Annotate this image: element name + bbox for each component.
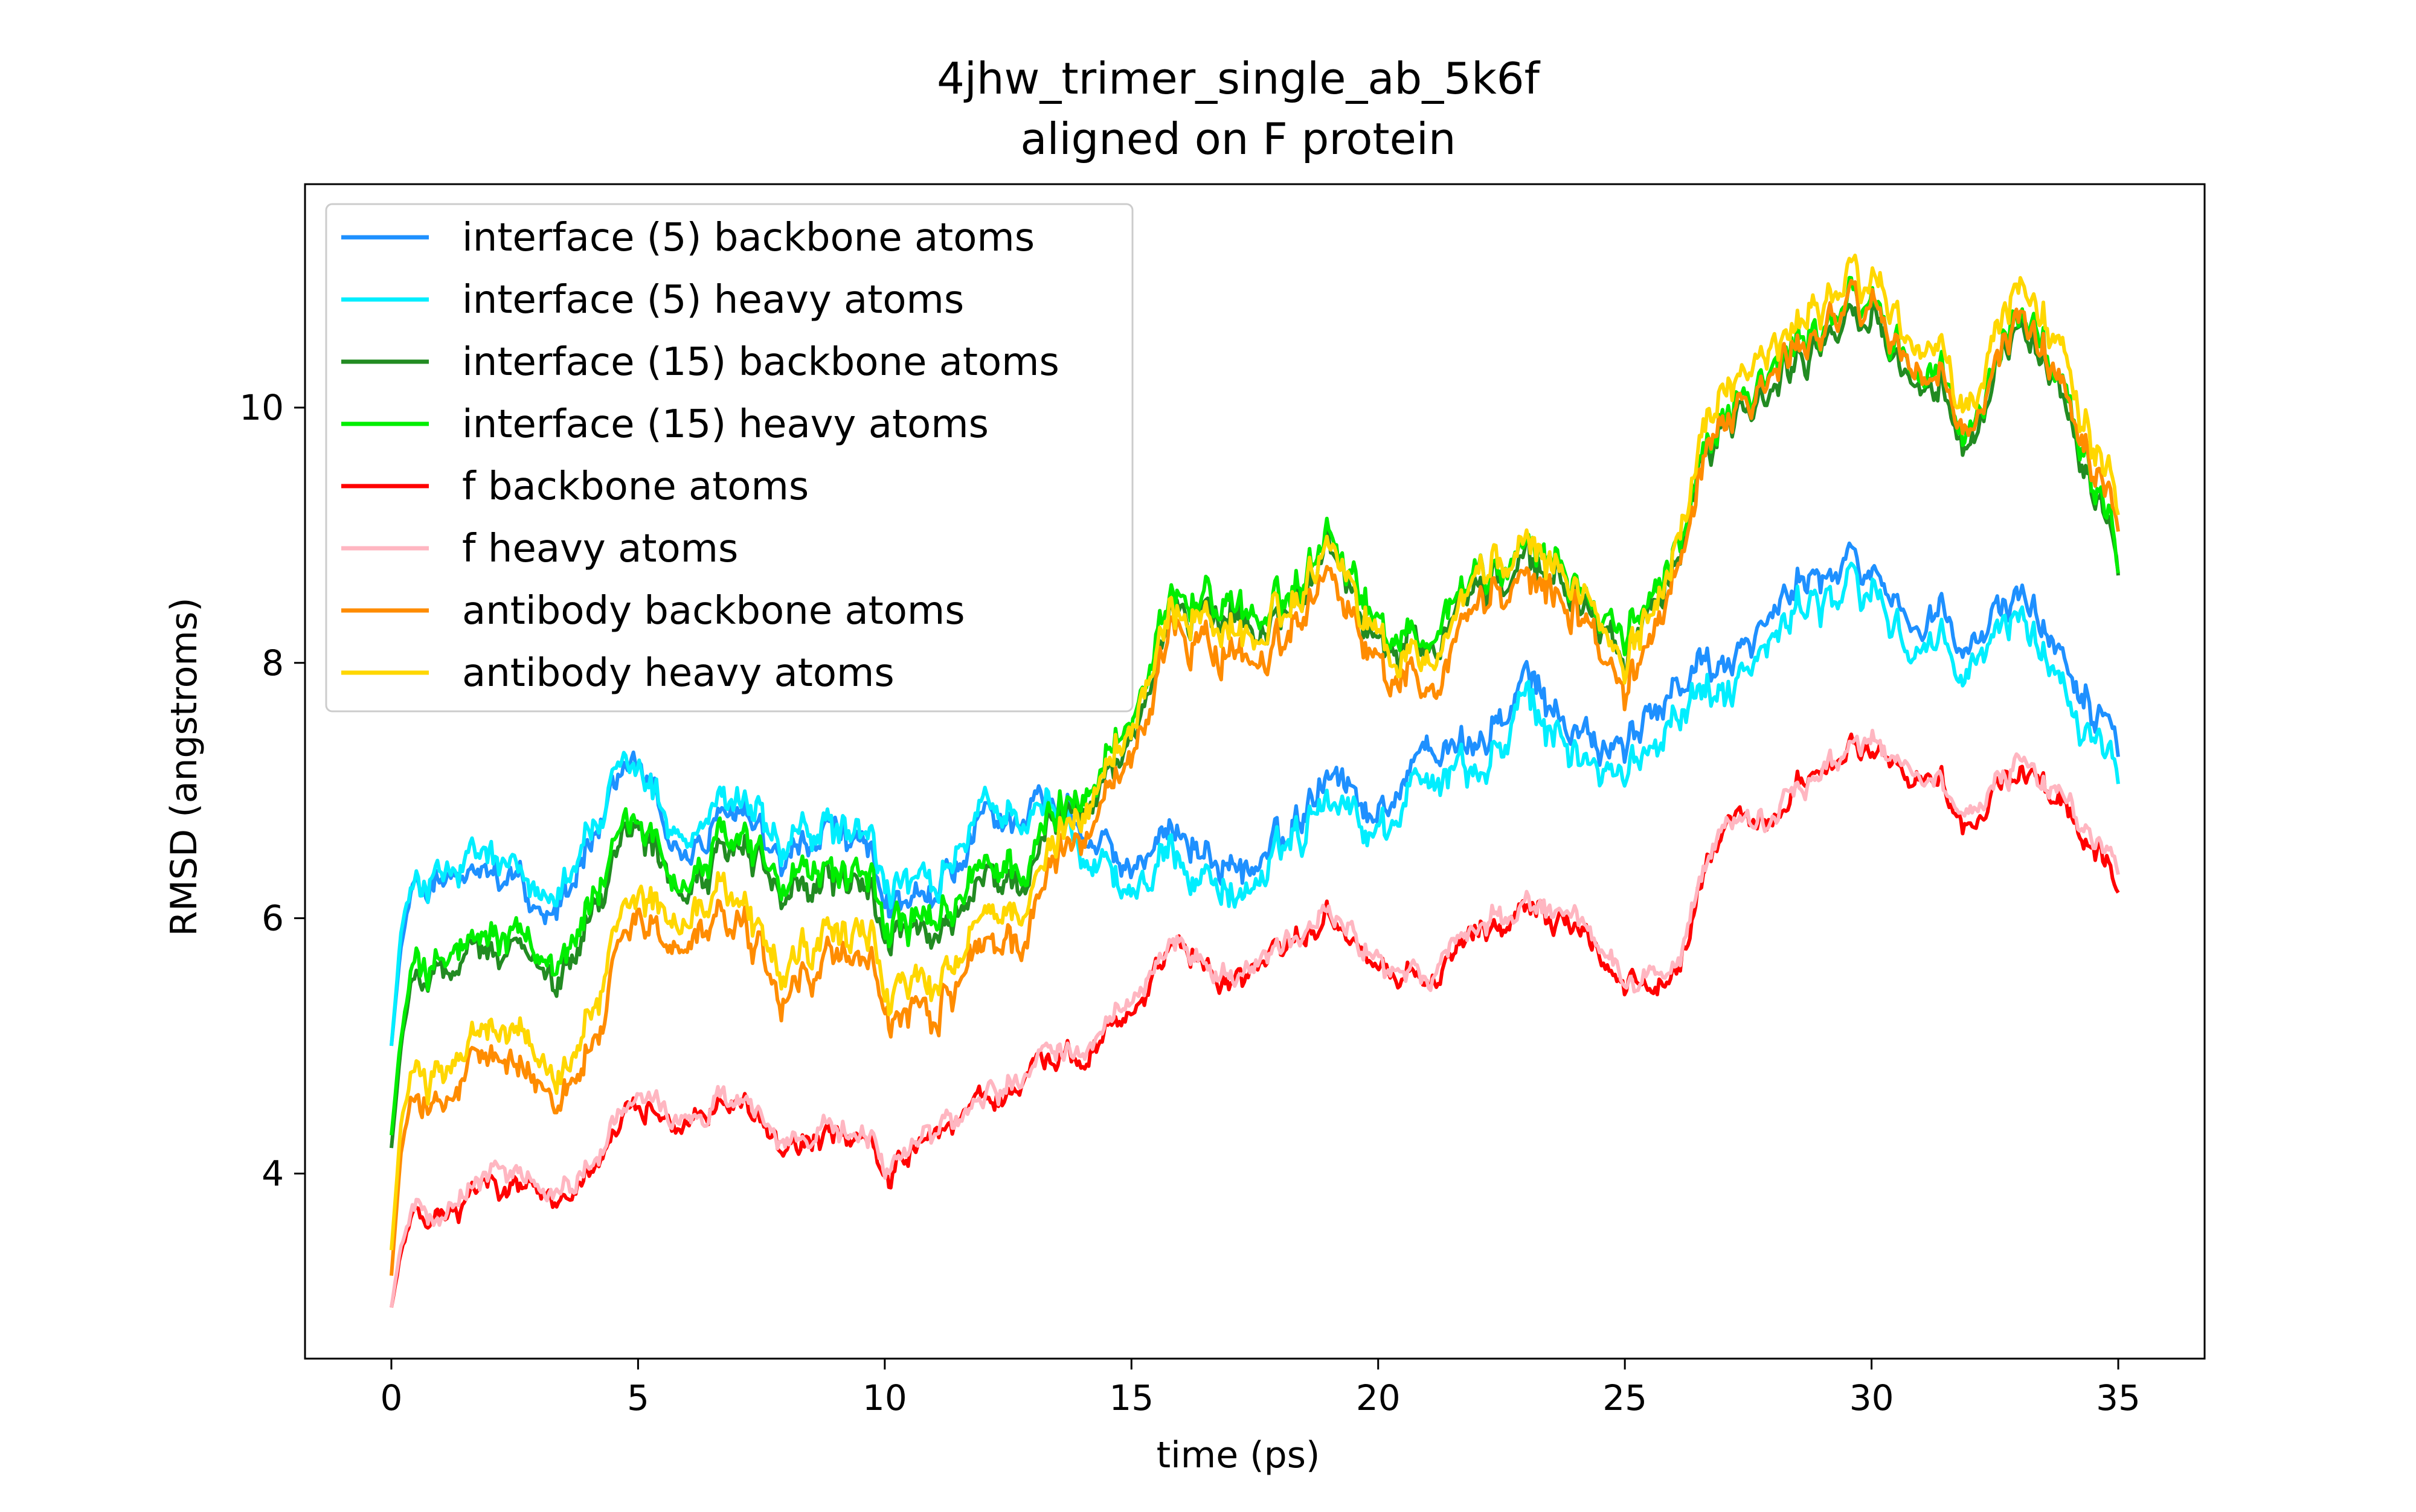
- x-tick-label-3: 15: [1109, 1377, 1154, 1418]
- legend: interface (5) backbone atoms interface (5…: [325, 203, 1134, 713]
- x-tick-label-6: 30: [1849, 1377, 1894, 1418]
- axes-layer: 0 5 10 15 20 25 30 35 4 6 8 10: [239, 183, 2206, 1418]
- y-tick-label-2: 8: [262, 642, 284, 684]
- x-tick-label-5: 25: [1602, 1377, 1647, 1418]
- series-line-2: [390, 562, 2120, 1046]
- legend-label-8: antibody heavy atoms: [462, 651, 895, 696]
- legend-label-1: interface (5) backbone atoms: [462, 216, 1035, 260]
- legend-label-3: interface (15) backbone atoms: [462, 340, 1059, 385]
- x-axis-label: time (ps): [1157, 1434, 1320, 1476]
- series-layer: [390, 254, 2120, 1308]
- y-tick-label-3: 10: [239, 387, 284, 428]
- legend-label-6: f heavy atoms: [462, 527, 738, 571]
- plot-frame: [304, 183, 2206, 1360]
- chart-title-line-1: 4jhw_trimer_single_ab_5k6f: [937, 53, 1540, 104]
- legend-box: [325, 203, 1134, 713]
- series-line-1: [390, 541, 2120, 1046]
- legend-label-2: interface (5) heavy atoms: [462, 278, 964, 322]
- legend-label-7: antibody backbone atoms: [462, 589, 965, 633]
- series-line-8: [390, 254, 2120, 1251]
- series-line-7: [390, 278, 2120, 1276]
- y-axis-label: RMSD (angstroms): [163, 597, 205, 936]
- legend-label-5: f backbone atoms: [462, 464, 809, 509]
- x-tick-label-2: 10: [863, 1377, 907, 1418]
- chart-title-line-2: aligned on F protein: [1020, 114, 1456, 164]
- x-tick-label-7: 35: [2096, 1377, 2141, 1418]
- x-tick-label-4: 20: [1356, 1377, 1401, 1418]
- series-line-6: [390, 728, 2120, 1308]
- y-tick-label-1: 6: [262, 898, 284, 939]
- x-tick-label-0: 0: [381, 1377, 403, 1418]
- legend-label-4: interface (15) heavy atoms: [462, 402, 989, 447]
- y-tick-label-0: 4: [262, 1153, 284, 1194]
- x-tick-label-1: 5: [627, 1377, 649, 1418]
